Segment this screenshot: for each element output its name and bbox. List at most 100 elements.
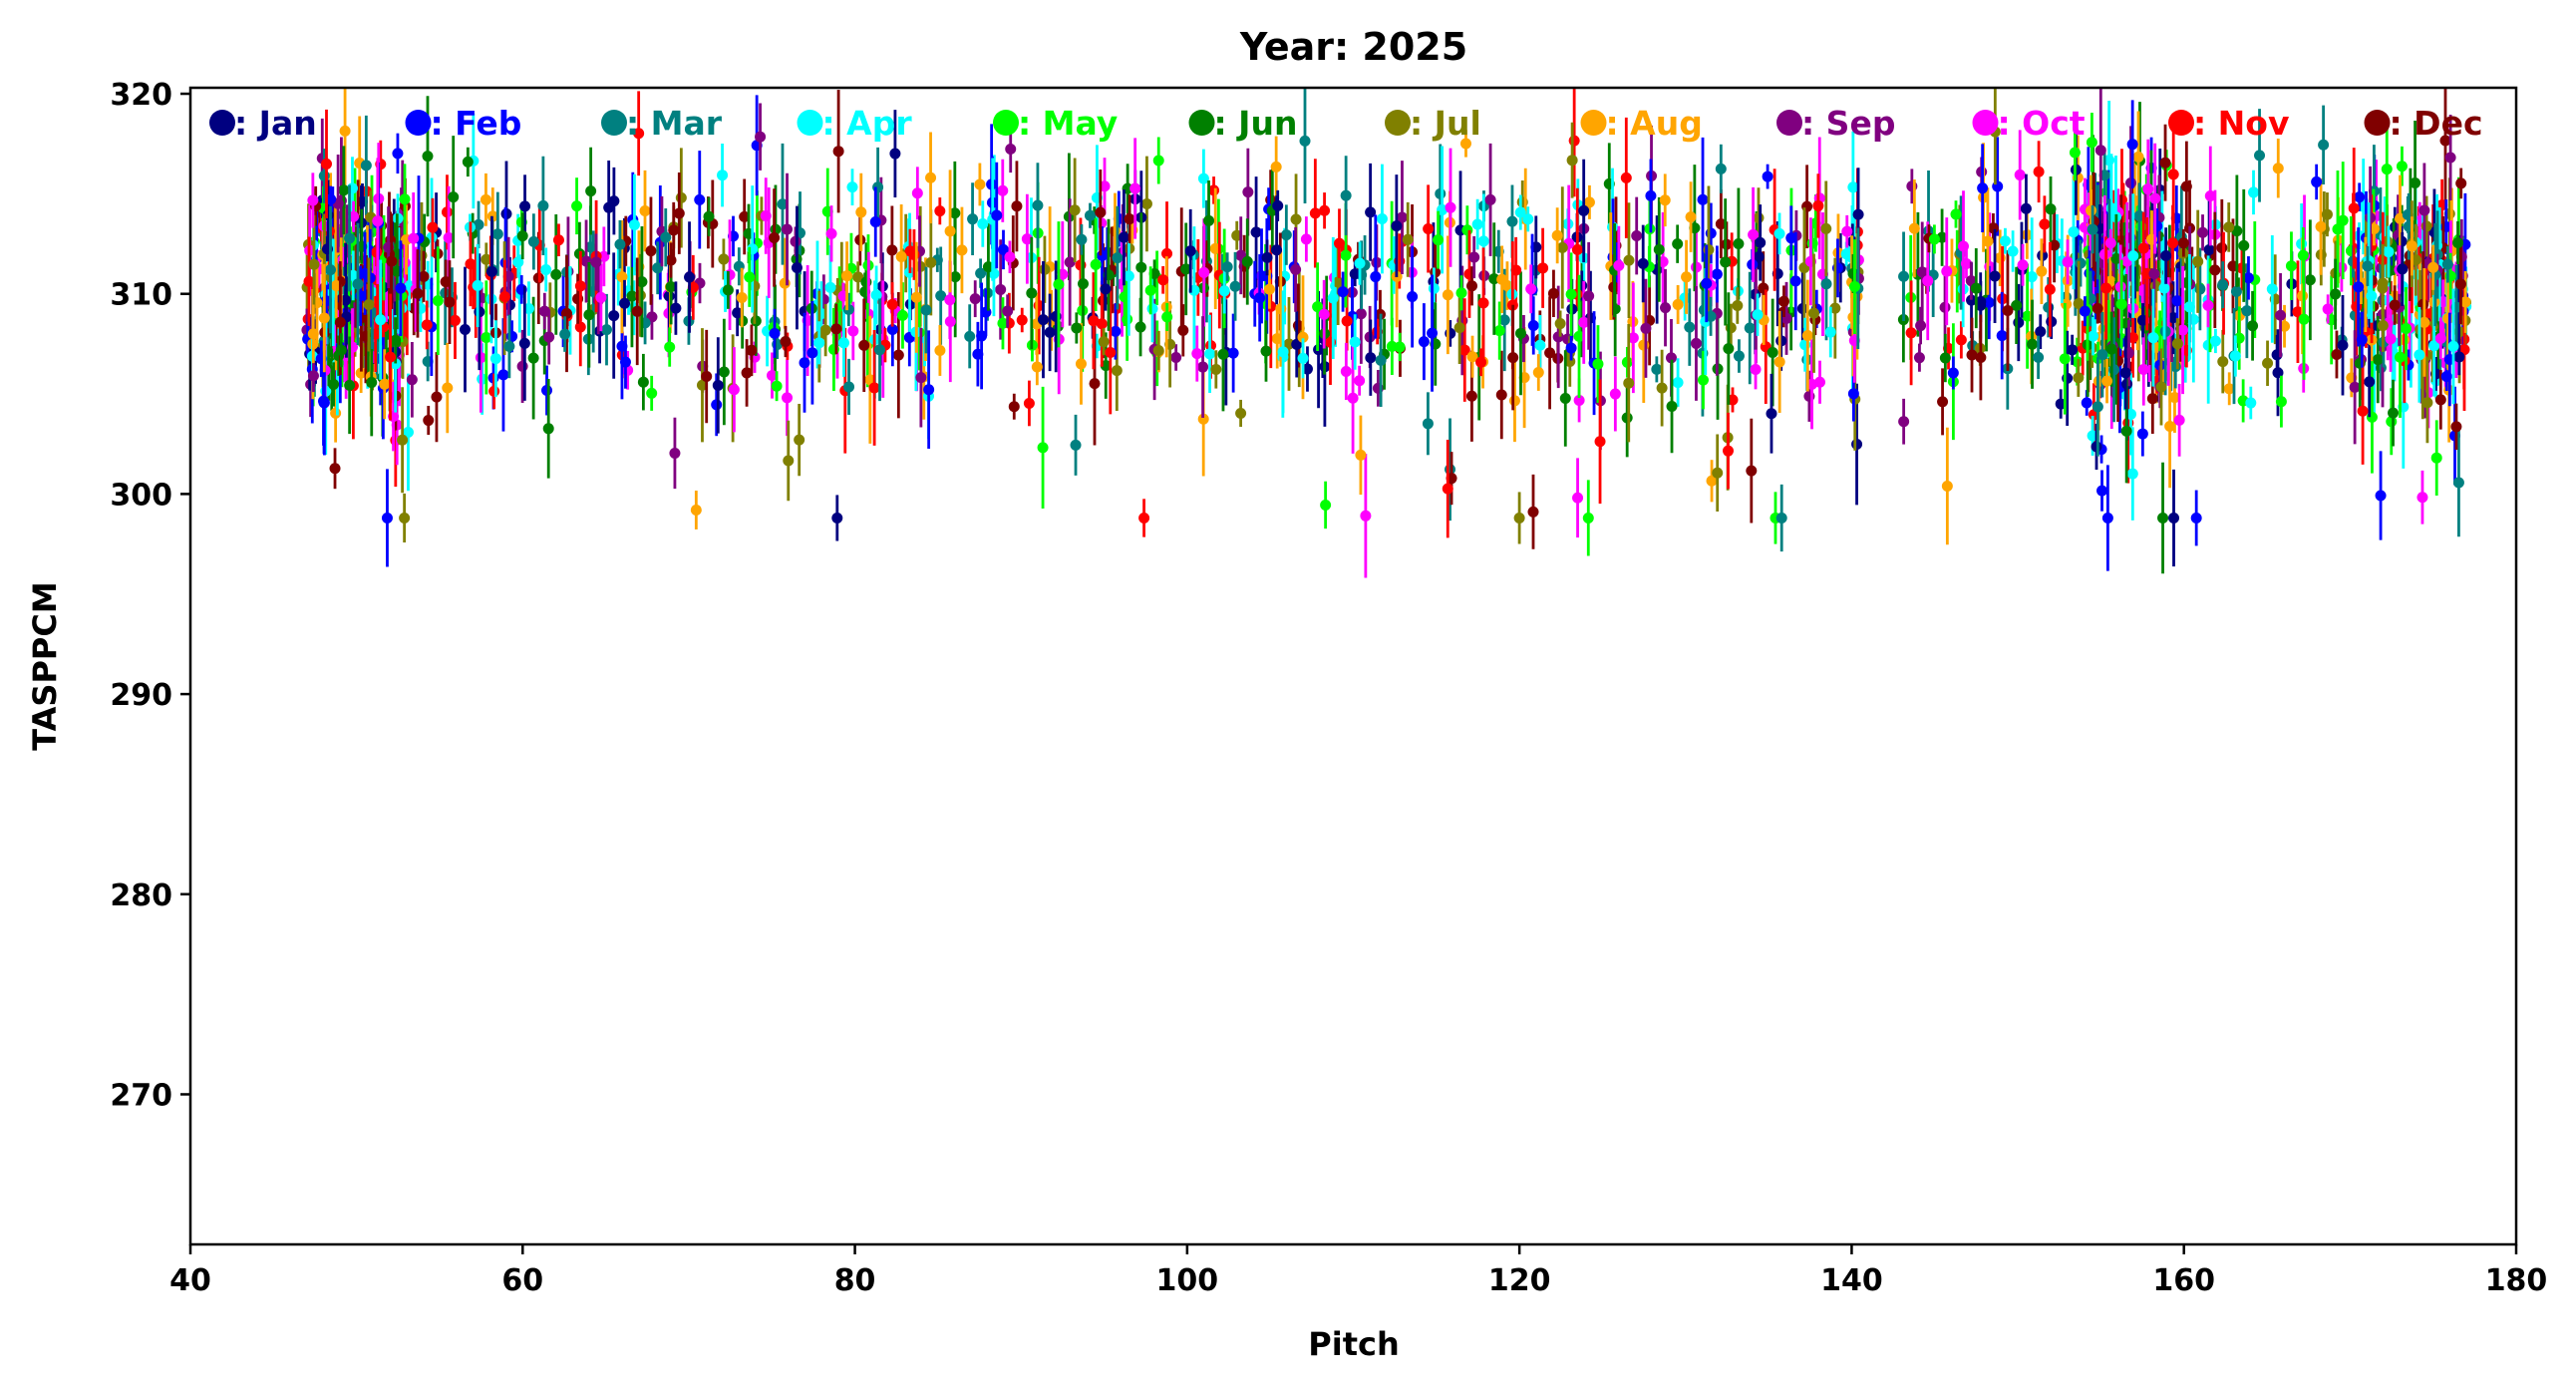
data-point	[1690, 286, 1702, 401]
point-marker	[1847, 181, 1859, 193]
data-point	[1513, 492, 1525, 544]
data-point	[969, 280, 981, 318]
point-marker	[1684, 321, 1696, 333]
point-marker	[1445, 327, 1456, 339]
data-point	[1204, 314, 1216, 393]
point-marker	[1135, 261, 1147, 273]
point-marker	[1445, 201, 1456, 213]
data-point	[1766, 373, 1777, 454]
point-marker	[739, 210, 751, 222]
data-point	[1592, 325, 1604, 403]
data-point	[2439, 88, 2451, 202]
point-marker	[1495, 389, 1507, 401]
point-marker	[1627, 332, 1639, 344]
data-point	[1916, 221, 1928, 323]
point-marker	[799, 357, 810, 369]
data-point	[777, 143, 789, 265]
data-point	[2002, 250, 2014, 372]
data-point	[670, 281, 682, 335]
data-point	[2073, 358, 2085, 397]
point-marker	[2026, 271, 2038, 283]
data-point	[1573, 274, 1585, 398]
point-marker	[1939, 301, 1951, 313]
point-marker	[1099, 180, 1111, 192]
data-point	[2096, 470, 2108, 512]
point-marker	[1011, 200, 1023, 212]
data-point	[1966, 317, 1978, 393]
data-point	[2067, 334, 2079, 365]
data-point	[2453, 338, 2465, 376]
point-marker	[422, 151, 434, 163]
point-marker	[2453, 351, 2465, 363]
data-point	[328, 362, 340, 407]
point-marker	[1312, 301, 1324, 313]
point-marker	[2209, 335, 2221, 347]
point-marker	[406, 374, 418, 386]
data-point	[2223, 372, 2235, 406]
data-point	[1095, 169, 1107, 256]
data-point	[664, 327, 676, 367]
point-marker	[779, 277, 791, 289]
data-point	[652, 241, 664, 295]
point-marker	[1134, 321, 1146, 333]
point-marker	[1514, 206, 1526, 218]
data-point	[825, 205, 837, 262]
data-point	[2101, 465, 2113, 571]
data-point	[934, 197, 946, 225]
point-marker	[1170, 352, 1182, 364]
data-point	[590, 233, 602, 291]
data-point	[360, 115, 372, 215]
point-marker	[895, 250, 907, 262]
data-point	[1466, 335, 1478, 378]
point-marker	[1955, 334, 1967, 346]
point-marker	[412, 287, 424, 299]
point-marker	[2073, 372, 2085, 384]
point-marker	[1697, 374, 1709, 386]
data-point	[646, 375, 658, 411]
data-point	[412, 249, 424, 338]
point-marker	[595, 291, 607, 303]
data-point	[1423, 184, 1435, 273]
point-marker	[780, 336, 792, 348]
point-marker	[1423, 222, 1435, 234]
data-point	[1340, 156, 1352, 235]
data-point	[1191, 325, 1203, 382]
point-marker	[1672, 238, 1684, 250]
data-point	[552, 223, 564, 256]
data-point	[1011, 161, 1023, 252]
point-marker	[2332, 223, 2344, 235]
point-marker	[2062, 372, 2074, 384]
point-marker	[2248, 186, 2260, 198]
point-marker	[722, 284, 734, 296]
point-marker	[1762, 171, 1773, 182]
data-point	[1277, 290, 1289, 414]
data-point	[2035, 314, 2047, 350]
data-point	[633, 91, 645, 176]
point-marker	[1703, 244, 1715, 256]
point-marker	[1112, 252, 1124, 264]
point-marker	[925, 172, 937, 183]
point-marker	[2455, 177, 2467, 189]
point-marker	[1493, 325, 1505, 337]
point-marker	[1812, 199, 1824, 211]
data-point	[1554, 310, 1566, 337]
point-marker	[2096, 349, 2108, 361]
point-marker	[1111, 365, 1123, 377]
data-point	[2017, 243, 2029, 286]
point-marker	[537, 199, 549, 211]
data-point	[2389, 285, 2401, 325]
point-marker	[1514, 327, 1526, 339]
point-marker	[1773, 356, 1785, 368]
data-point	[1750, 349, 1762, 390]
point-marker	[1748, 228, 1760, 240]
point-marker	[2167, 169, 2179, 180]
point-marker	[608, 310, 620, 322]
point-marker	[2190, 512, 2202, 523]
point-marker	[2418, 204, 2430, 216]
data-point	[2168, 469, 2180, 567]
data-point	[614, 219, 626, 269]
data-point	[307, 304, 319, 364]
point-marker	[1522, 213, 1534, 225]
data-point	[480, 173, 491, 226]
point-marker	[626, 290, 638, 302]
